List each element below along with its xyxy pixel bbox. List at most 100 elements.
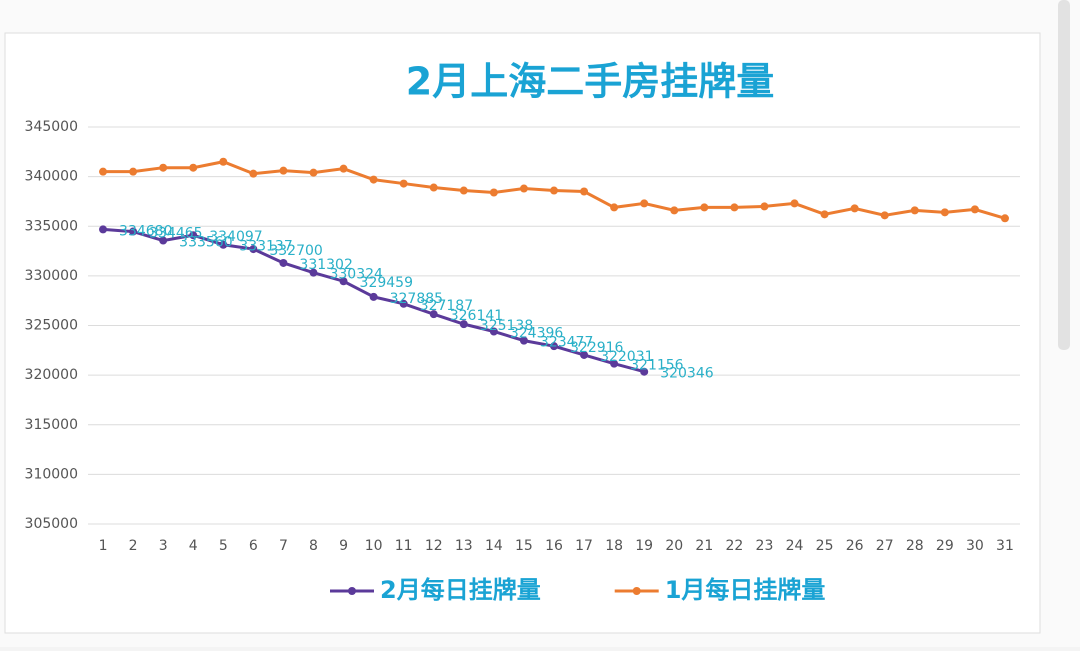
data-point bbox=[399, 179, 408, 188]
data-point bbox=[610, 359, 619, 368]
data-point bbox=[489, 327, 498, 336]
data-point bbox=[790, 199, 799, 208]
x-tick-label: 6 bbox=[249, 538, 258, 554]
x-tick-label: 22 bbox=[725, 538, 743, 554]
x-tick-label: 2 bbox=[129, 538, 138, 554]
data-point bbox=[880, 211, 889, 220]
data-label: 334465 bbox=[149, 226, 202, 242]
x-tick-label: 19 bbox=[635, 538, 653, 554]
y-tick-label: 340000 bbox=[25, 169, 78, 185]
data-point bbox=[730, 203, 739, 212]
data-point bbox=[279, 166, 288, 175]
data-label: 323477 bbox=[540, 335, 593, 351]
data-point bbox=[369, 292, 378, 301]
y-tick-label: 310000 bbox=[25, 466, 78, 482]
data-label: 322916 bbox=[570, 340, 624, 356]
data-point bbox=[459, 186, 468, 195]
data-label: 326141 bbox=[450, 308, 503, 324]
data-point bbox=[640, 367, 649, 376]
x-tick-label: 27 bbox=[876, 538, 894, 554]
x-tick-label: 10 bbox=[365, 538, 383, 554]
data-label: 327885 bbox=[390, 291, 443, 307]
data-point bbox=[640, 199, 649, 208]
x-tick-label: 23 bbox=[756, 538, 774, 554]
x-tick-label: 11 bbox=[395, 538, 413, 554]
x-tick-label: 9 bbox=[339, 538, 348, 554]
legend-marker bbox=[632, 587, 641, 595]
data-point bbox=[309, 268, 318, 277]
data-point bbox=[279, 258, 288, 267]
x-tick-label: 20 bbox=[665, 538, 683, 554]
data-point bbox=[700, 203, 709, 212]
x-tick-label: 1 bbox=[99, 538, 108, 554]
x-tick-label: 4 bbox=[189, 538, 198, 554]
data-label: 329459 bbox=[360, 275, 413, 291]
data-point bbox=[219, 157, 228, 166]
y-tick-label: 335000 bbox=[25, 218, 78, 234]
data-point bbox=[339, 277, 348, 286]
data-point bbox=[550, 342, 558, 351]
data-point bbox=[309, 168, 318, 177]
x-tick-label: 24 bbox=[786, 538, 804, 554]
data-label: 334097 bbox=[209, 229, 262, 245]
data-label: 330324 bbox=[329, 267, 383, 283]
data-point bbox=[159, 236, 168, 245]
data-label: 322031 bbox=[600, 349, 653, 365]
legend-marker bbox=[348, 587, 356, 595]
x-tick-label: 30 bbox=[966, 538, 984, 554]
data-point bbox=[489, 188, 498, 197]
data-point bbox=[970, 205, 979, 214]
data-point bbox=[249, 245, 258, 254]
data-point bbox=[429, 183, 438, 192]
data-label: 325138 bbox=[480, 318, 533, 334]
x-tick-label: 5 bbox=[219, 538, 228, 554]
data-point bbox=[760, 202, 769, 211]
x-tick-label: 12 bbox=[425, 538, 443, 554]
data-point bbox=[580, 350, 589, 359]
data-point bbox=[99, 225, 108, 234]
data-point bbox=[219, 240, 228, 249]
x-tick-label: 25 bbox=[816, 538, 834, 554]
x-tick-label: 31 bbox=[996, 538, 1014, 554]
x-tick-label: 29 bbox=[936, 538, 954, 554]
data-label: 321156 bbox=[630, 358, 684, 374]
chart-card bbox=[4, 32, 1041, 634]
legend-label: 1月每日挂牌量 bbox=[665, 576, 826, 604]
data-label: 327187 bbox=[420, 298, 473, 314]
data-point bbox=[129, 227, 138, 236]
y-tick-label: 325000 bbox=[25, 318, 78, 334]
data-point bbox=[129, 167, 138, 176]
x-tick-label: 26 bbox=[846, 538, 864, 554]
data-label: 331302 bbox=[299, 257, 352, 273]
chart-title: 2月上海二手房挂牌量 bbox=[406, 60, 774, 104]
x-tick-label: 18 bbox=[605, 538, 623, 554]
y-tick-label: 320000 bbox=[25, 367, 78, 383]
legend-label: 2月每日挂牌量 bbox=[380, 576, 541, 604]
data-point bbox=[99, 167, 108, 176]
x-tick-label: 13 bbox=[455, 538, 473, 554]
data-point bbox=[910, 206, 919, 215]
x-tick-label: 28 bbox=[906, 538, 924, 554]
y-tick-label: 330000 bbox=[25, 268, 78, 284]
data-point bbox=[339, 164, 348, 173]
data-point bbox=[519, 336, 528, 345]
scrollbar bbox=[1058, 0, 1070, 350]
data-point bbox=[1000, 214, 1009, 223]
y-tick-label: 305000 bbox=[25, 516, 78, 532]
y-tick-label: 315000 bbox=[25, 417, 78, 433]
data-label: 324396 bbox=[510, 325, 564, 341]
data-point bbox=[670, 206, 679, 215]
data-point bbox=[850, 204, 859, 213]
x-tick-label: 8 bbox=[309, 538, 318, 554]
data-label: 333560 bbox=[179, 235, 232, 251]
data-point bbox=[459, 320, 468, 329]
x-tick-label: 21 bbox=[695, 538, 713, 554]
y-tick-label: 345000 bbox=[25, 119, 78, 135]
data-point bbox=[550, 186, 558, 195]
data-point bbox=[940, 208, 949, 217]
data-point bbox=[189, 163, 198, 172]
data-label: 332700 bbox=[269, 243, 322, 259]
x-tick-label: 14 bbox=[485, 538, 503, 554]
x-tick-label: 15 bbox=[515, 538, 533, 554]
data-point bbox=[189, 231, 198, 240]
